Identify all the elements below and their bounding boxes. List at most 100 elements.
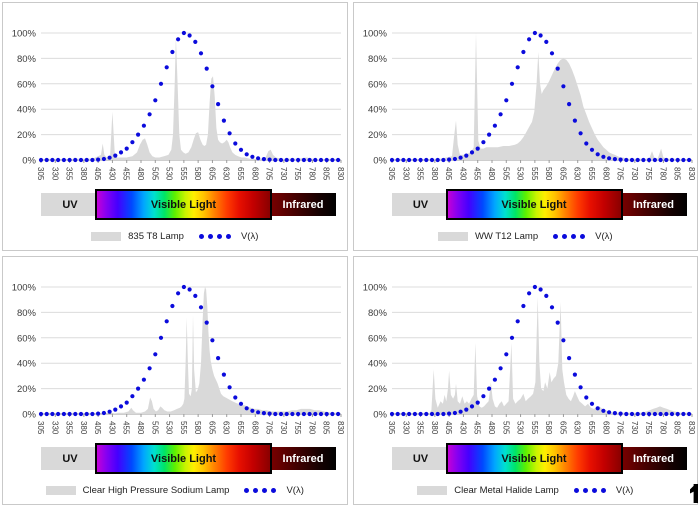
v-lambda-dot [278, 411, 284, 417]
stray-mark [690, 484, 698, 503]
visible-light-label: Visible Light [501, 198, 567, 211]
uv-band: UV [41, 447, 99, 470]
x-axis-label: 680 [250, 421, 259, 435]
infrared-band: Infrared [270, 193, 336, 216]
legend-dot-icon [207, 233, 213, 239]
v-lambda-dot [113, 407, 118, 412]
legend-dot-icon [244, 487, 250, 493]
v-lambda-dot [290, 411, 295, 417]
v-lambda-dot [652, 157, 657, 163]
v-lambda-dot [278, 157, 284, 163]
v-lambda-dot [210, 84, 215, 89]
v-lambda-dot [515, 319, 520, 324]
v-lambda-dot [618, 411, 623, 416]
x-axis-label: 655 [587, 167, 596, 181]
legend-dot-icon [573, 487, 579, 493]
visible-light-band: Visible Light [95, 443, 272, 474]
v-lambda-dot [164, 319, 169, 324]
v-lambda-dot [141, 377, 146, 382]
v-lambda-dot [101, 156, 106, 162]
v-lambda-dot [435, 157, 440, 163]
v-lambda-dot [623, 157, 628, 163]
y-axis-label: 80% [17, 54, 37, 65]
v-lambda-dot [96, 157, 101, 162]
v-lambda-dot [555, 320, 560, 325]
v-lambda-dot [606, 156, 611, 161]
x-axis-label: 830 [336, 167, 345, 181]
v-lambda-dot [107, 409, 112, 414]
x-axis-label: 755 [644, 421, 653, 435]
v-lambda-dot [612, 157, 617, 162]
v-lambda-dot [640, 157, 645, 163]
v-lambda-dot [686, 157, 691, 163]
infrared-label: Infrared [282, 452, 324, 465]
v-lambda-dot [635, 411, 640, 417]
v-lambda-dot [520, 49, 525, 55]
v-lambda-dot [640, 411, 645, 417]
y-axis-label: 20% [17, 384, 37, 395]
v-lambda-dot [67, 411, 72, 417]
v-lambda-dot [663, 157, 668, 163]
y-axis-label: 40% [17, 359, 37, 370]
v-lambda-dot [663, 411, 668, 417]
lamp-series-label: Clear Metal Halide Lamp [454, 484, 559, 496]
v-lambda-dot [130, 140, 135, 145]
legend-dot-icon [600, 487, 606, 493]
y-axis-label: 0% [373, 156, 387, 167]
v-lambda-dot [532, 30, 537, 36]
v-lambda-dot [572, 372, 577, 377]
v-lambda-dot [543, 39, 548, 45]
spectrum-bar: UV Infrared Visible Light [391, 189, 692, 220]
v-lambda-dot [658, 411, 663, 417]
spectrum-bar: UV Infrared Visible Light [41, 443, 341, 474]
v-lambda-dot [492, 123, 497, 128]
v-lambda-dot [78, 157, 84, 163]
v-lambda-dot [216, 102, 221, 107]
y-axis-label: 0% [22, 156, 36, 167]
y-axis-label: 40% [367, 359, 387, 370]
v-lambda-dot [515, 65, 520, 70]
v-lambda-dot [406, 411, 411, 417]
v-lambda-dot [635, 157, 640, 163]
v-lambda-dot [418, 157, 423, 163]
uv-label: UV [62, 198, 78, 211]
legend-dot-icon [571, 233, 577, 239]
v-lambda-dot [336, 157, 341, 163]
y-axis-label: 60% [367, 79, 387, 90]
v-lambda-dots [389, 30, 691, 163]
x-axis-label: 505 [150, 167, 159, 181]
v-lambda-dot [90, 157, 95, 163]
lamp-spd-area [41, 36, 341, 160]
x-axis-label: 530 [515, 421, 524, 435]
x-axis-label: 730 [279, 421, 288, 435]
v-lambda-dot [526, 37, 531, 42]
x-axis-label: 505 [150, 421, 159, 435]
spd-chart: 100% 80% 60% 40% 20% 0%305 330 355 380 405 430 455 4… [12, 29, 345, 181]
v-lambda-dot [67, 157, 72, 163]
x-axis-label: 380 [79, 167, 88, 181]
v-lambda-dot [652, 411, 657, 417]
x-axis-label: 680 [601, 167, 610, 181]
v-lambda-dot [273, 157, 278, 163]
x-axis-label: 430 [458, 421, 467, 435]
y-axis-label: 0% [373, 410, 387, 421]
x-axis-label: 830 [687, 421, 696, 435]
x-axis-label: 755 [293, 421, 302, 435]
x-axis-label: 430 [107, 167, 116, 181]
lamp-spd-area [391, 33, 692, 160]
uv-band: UV [41, 193, 99, 216]
v-lambda-dot [261, 157, 266, 162]
lamp-series-label: Clear High Pressure Sodium Lamp [82, 484, 230, 496]
v-lambda-dot [307, 157, 312, 163]
v-lambda-dot [469, 150, 474, 155]
v-lambda-dot [566, 102, 571, 107]
lamp-spd-area [391, 297, 692, 414]
v-lambda-dot [336, 411, 341, 417]
x-axis-label: 680 [250, 167, 259, 181]
v-lambda-dot [452, 156, 457, 162]
v-lambda-dot [181, 284, 186, 290]
v-lambda-dot [307, 411, 312, 417]
v-lambda-dot [324, 157, 329, 163]
v-lambda-dot [136, 132, 141, 137]
x-axis-label: 355 [65, 167, 74, 181]
